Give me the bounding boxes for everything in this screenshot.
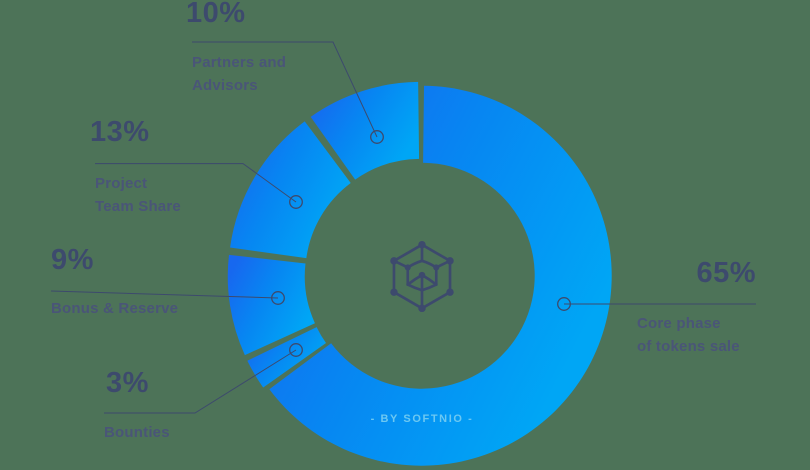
svg-text:- BY SOFTNIO -: - BY SOFTNIO -	[371, 413, 474, 425]
